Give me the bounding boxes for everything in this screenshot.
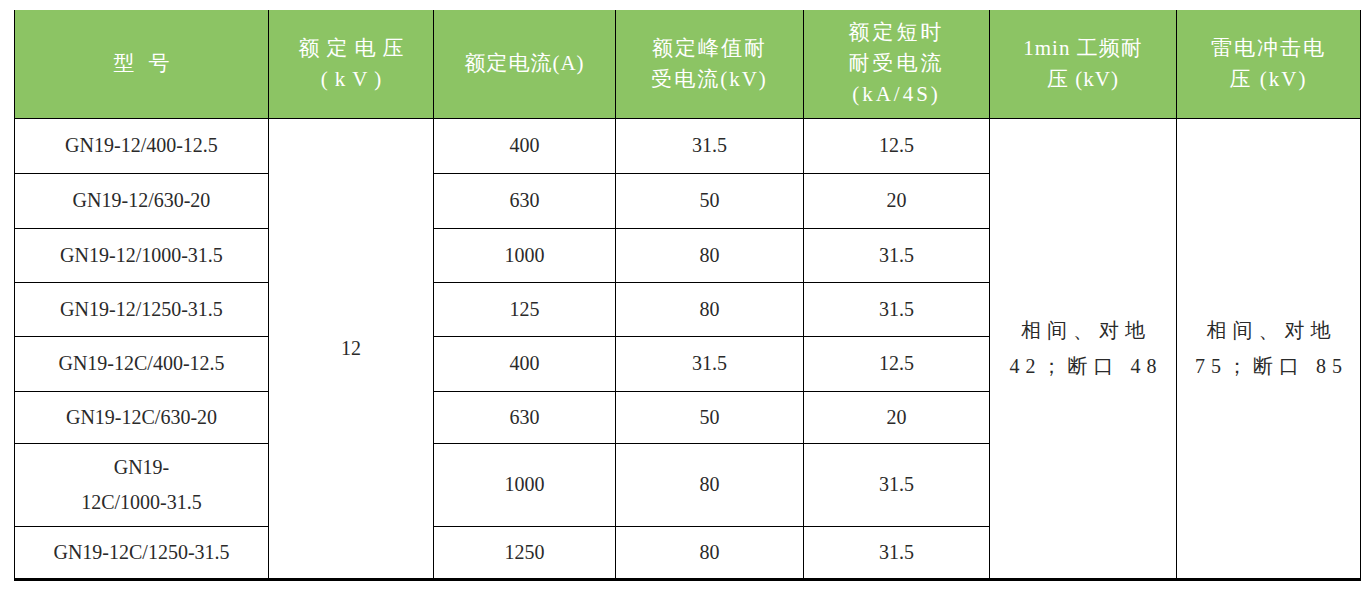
cell-peak-withstand: 80 [616,443,804,526]
cell-model: GN19-12/1250-31.5 [15,282,269,336]
col-header-rated-voltage: 额定电压 (kV) [269,10,434,118]
col-header-model: 型号 [15,10,269,118]
cell-model: GN19- 12C/1000-31.5 [15,443,269,526]
cell-short-time-withstand: 31.5 [804,282,990,336]
cell-peak-withstand: 31.5 [616,336,804,391]
col-header-rated-current: 额定电流(A) [434,10,616,118]
cell-rated-current: 1000 [434,443,616,526]
cell-rated-current: 1250 [434,526,616,579]
cell-power-frequency-merged: 相间、对地 42；断口 48 [990,118,1177,579]
cell-short-time-withstand: 20 [804,391,990,443]
cell-short-time-withstand: 31.5 [804,443,990,526]
cell-model: GN19-12C/630-20 [15,391,269,443]
col-header-peak-withstand-current: 额定峰值耐 受电流(kV) [616,10,804,118]
cell-short-time-withstand: 12.5 [804,118,990,173]
header-row: 型号 额定电压 (kV) 额定电流(A) 额定峰值耐 受电流(kV) 额定短时 … [15,10,1361,118]
cell-peak-withstand: 50 [616,173,804,228]
cell-peak-withstand: 80 [616,526,804,579]
cell-short-time-withstand: 20 [804,173,990,228]
cell-peak-withstand: 80 [616,228,804,282]
cell-short-time-withstand: 31.5 [804,526,990,579]
cell-peak-withstand: 31.5 [616,118,804,173]
cell-model: GN19-12/1000-31.5 [15,228,269,282]
cell-rated-current: 630 [434,173,616,228]
cell-peak-withstand: 80 [616,282,804,336]
spec-table: 型号 额定电压 (kV) 额定电流(A) 额定峰值耐 受电流(kV) 额定短时 … [14,10,1361,581]
table-row: GN19-12/400-12.5 12 400 31.5 12.5 相间、对地 … [15,118,1361,173]
cell-rated-current: 125 [434,282,616,336]
cell-lightning-impulse-merged: 相间、对地 75；断口 85 [1177,118,1361,579]
cell-model: GN19-12/400-12.5 [15,118,269,173]
cell-model: GN19-12C/1250-31.5 [15,526,269,579]
cell-rated-current: 630 [434,391,616,443]
cell-peak-withstand: 50 [616,391,804,443]
cell-rated-current: 1000 [434,228,616,282]
cell-model: GN19-12/630-20 [15,173,269,228]
col-header-power-frequency-withstand-voltage: 1min 工频耐 压 (kV) [990,10,1177,118]
col-header-lightning-impulse-voltage: 雷电冲击电 压 (kV) [1177,10,1361,118]
cell-short-time-withstand: 12.5 [804,336,990,391]
col-header-short-time-withstand-current: 额定短时 耐受电流 (kA/4S) [804,10,990,118]
cell-rated-current: 400 [434,118,616,173]
cell-model: GN19-12C/400-12.5 [15,336,269,391]
cell-rated-voltage-merged: 12 [269,118,434,579]
cell-short-time-withstand: 31.5 [804,228,990,282]
page: 型号 额定电压 (kV) 额定电流(A) 额定峰值耐 受电流(kV) 额定短时 … [0,0,1366,590]
cell-rated-current: 400 [434,336,616,391]
